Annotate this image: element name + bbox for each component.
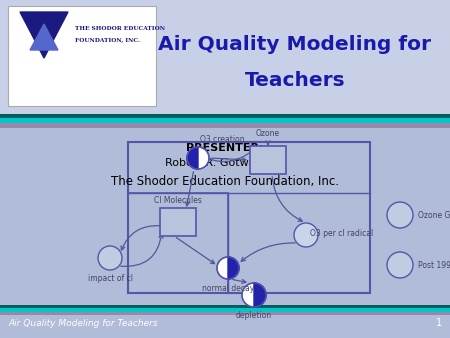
Text: PRESENTER:: PRESENTER: [186,143,264,153]
Text: Ozone Guess: Ozone Guess [418,211,450,219]
Text: Robert R. Gotwals, Jr..: Robert R. Gotwals, Jr.. [165,158,285,168]
Bar [8,6,156,106]
Text: impact of cl: impact of cl [87,274,132,283]
Polygon shape [30,24,58,50]
Polygon shape [187,147,198,169]
Text: depletion: depletion [236,311,272,320]
Bar [0,123,450,128]
Bar [0,308,450,312]
Bar [0,310,450,338]
Bar [160,208,196,236]
Polygon shape [228,257,239,279]
Polygon shape [20,12,68,58]
Circle shape [387,252,413,278]
Text: 1: 1 [436,318,442,328]
Circle shape [387,202,413,228]
Circle shape [294,223,318,247]
Text: FOUNDATION, INC.: FOUNDATION, INC. [75,38,140,43]
Text: Cl Molecules: Cl Molecules [154,196,202,205]
Bar [0,128,450,310]
Circle shape [187,147,209,169]
Text: THE SHODOR EDUCATION: THE SHODOR EDUCATION [75,25,165,30]
Bar [0,114,450,118]
Text: Air Quality Modeling for Teachers: Air Quality Modeling for Teachers [8,318,157,328]
Bar [0,0,450,128]
Text: O3 per cl radical: O3 per cl radical [310,228,373,238]
Text: Post 1994 message: Post 1994 message [418,261,450,269]
Circle shape [242,283,266,307]
Bar [0,305,450,308]
Polygon shape [254,283,266,307]
Bar [128,193,228,293]
Text: normal decay: normal decay [202,284,254,293]
Text: O3 creation: O3 creation [200,135,245,144]
Text: Ozone: Ozone [256,129,280,138]
Circle shape [217,257,239,279]
Circle shape [98,246,122,270]
Text: The Shodor Education Foundation, Inc.: The Shodor Education Foundation, Inc. [111,175,339,189]
Bar [0,312,450,315]
Text: Teachers: Teachers [245,71,345,90]
Bar [0,118,450,123]
Bar [128,142,370,293]
Bar [250,146,286,174]
Text: Air Quality Modeling for: Air Quality Modeling for [158,35,432,54]
